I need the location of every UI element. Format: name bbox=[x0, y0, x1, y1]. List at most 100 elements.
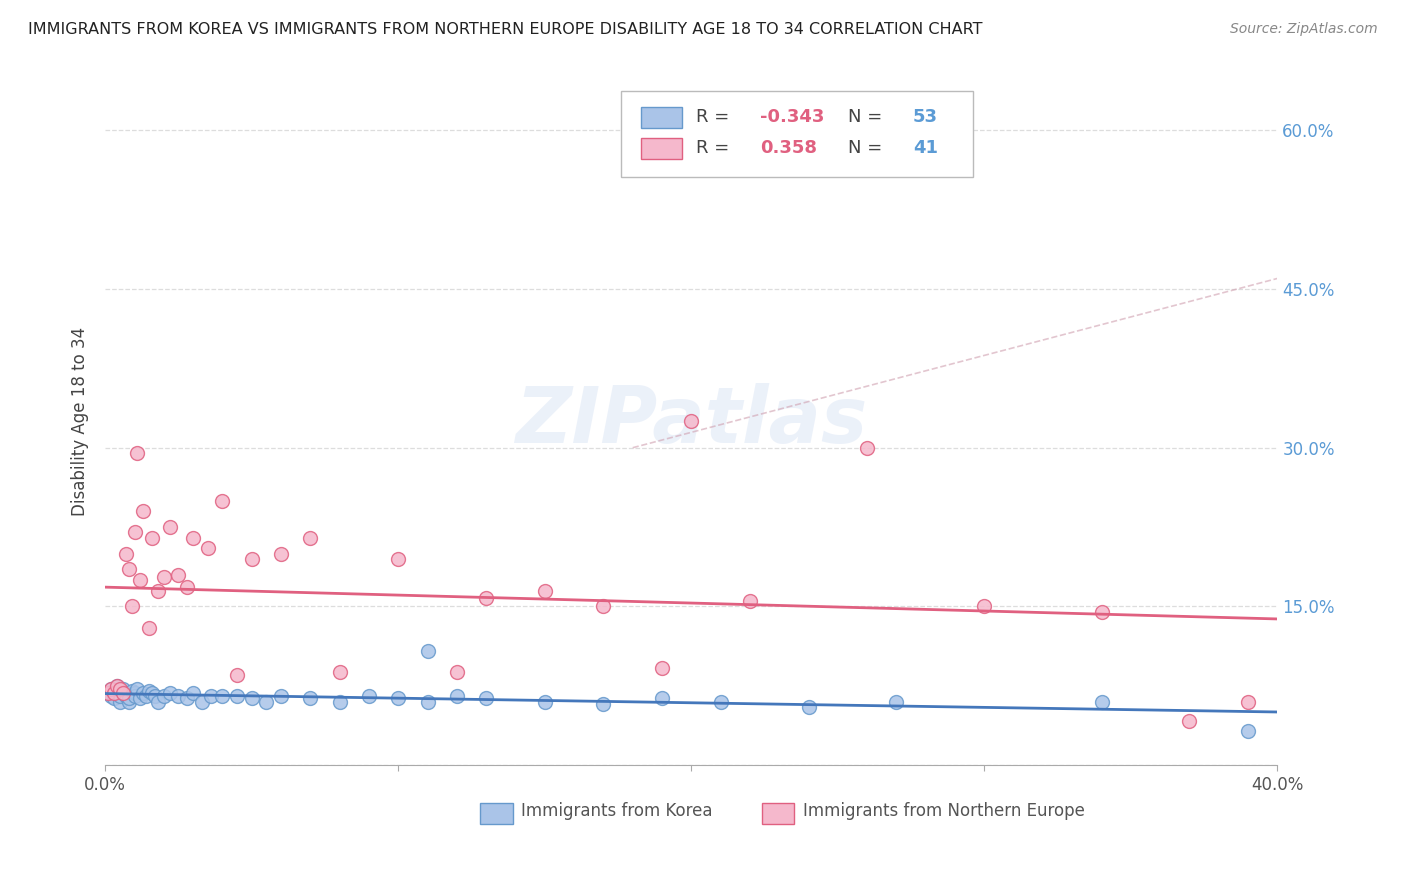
Point bbox=[299, 531, 322, 545]
Text: R =: R = bbox=[696, 139, 741, 157]
Point bbox=[100, 690, 122, 704]
Point bbox=[176, 580, 198, 594]
Point bbox=[127, 446, 149, 460]
Point bbox=[108, 681, 131, 696]
Text: Source: ZipAtlas.com: Source: ZipAtlas.com bbox=[1230, 22, 1378, 37]
Point bbox=[111, 681, 134, 696]
Point bbox=[533, 583, 555, 598]
Point bbox=[710, 695, 733, 709]
Point bbox=[416, 644, 439, 658]
Point bbox=[129, 691, 152, 706]
Point bbox=[211, 493, 233, 508]
Point bbox=[132, 504, 155, 518]
Text: 0.358: 0.358 bbox=[761, 139, 817, 157]
Text: Immigrants from Northern Europe: Immigrants from Northern Europe bbox=[803, 802, 1084, 820]
Bar bbox=[481, 803, 513, 823]
Point bbox=[135, 690, 157, 704]
Point bbox=[299, 691, 322, 706]
Point bbox=[240, 551, 263, 566]
Point bbox=[141, 686, 163, 700]
Text: 41: 41 bbox=[912, 139, 938, 157]
Point bbox=[270, 547, 292, 561]
Point bbox=[111, 686, 134, 700]
Point bbox=[167, 690, 190, 704]
Point bbox=[270, 690, 292, 704]
Point bbox=[797, 700, 820, 714]
Point bbox=[100, 681, 122, 696]
Point bbox=[1090, 605, 1112, 619]
Point bbox=[254, 695, 277, 709]
Point bbox=[127, 681, 149, 696]
Point bbox=[114, 690, 136, 704]
Point bbox=[124, 690, 146, 704]
Point bbox=[226, 668, 249, 682]
Point bbox=[446, 665, 468, 679]
Point bbox=[167, 567, 190, 582]
Point bbox=[124, 525, 146, 540]
Point bbox=[681, 414, 703, 428]
Text: N =: N = bbox=[848, 108, 889, 127]
Point bbox=[533, 695, 555, 709]
Point bbox=[181, 686, 204, 700]
Text: -0.343: -0.343 bbox=[761, 108, 825, 127]
Text: IMMIGRANTS FROM KOREA VS IMMIGRANTS FROM NORTHERN EUROPE DISABILITY AGE 18 TO 34: IMMIGRANTS FROM KOREA VS IMMIGRANTS FROM… bbox=[28, 22, 983, 37]
Text: 53: 53 bbox=[912, 108, 938, 127]
Point bbox=[651, 661, 673, 675]
Text: R =: R = bbox=[696, 108, 735, 127]
Point bbox=[124, 686, 146, 700]
Point bbox=[240, 691, 263, 706]
Point bbox=[138, 621, 160, 635]
Point bbox=[105, 679, 128, 693]
Bar bbox=[641, 138, 682, 159]
Point bbox=[973, 599, 995, 614]
Point bbox=[416, 695, 439, 709]
Point bbox=[100, 681, 122, 696]
Point bbox=[103, 686, 125, 700]
Point bbox=[176, 691, 198, 706]
Point bbox=[129, 573, 152, 587]
Text: ZIPatlas: ZIPatlas bbox=[515, 384, 868, 459]
Point bbox=[105, 679, 128, 693]
Point bbox=[132, 686, 155, 700]
Point bbox=[886, 695, 908, 709]
Point bbox=[111, 686, 134, 700]
Point bbox=[181, 531, 204, 545]
Point bbox=[1178, 714, 1201, 728]
Point bbox=[856, 441, 879, 455]
Point bbox=[118, 695, 141, 709]
Text: Immigrants from Korea: Immigrants from Korea bbox=[522, 802, 713, 820]
Point bbox=[118, 562, 141, 576]
Point bbox=[1090, 695, 1112, 709]
Point bbox=[153, 570, 176, 584]
Point bbox=[446, 690, 468, 704]
Point bbox=[1237, 724, 1260, 739]
Text: N =: N = bbox=[848, 139, 889, 157]
Point bbox=[200, 690, 222, 704]
Point bbox=[118, 691, 141, 706]
Point bbox=[146, 695, 169, 709]
Point bbox=[197, 541, 219, 556]
Point bbox=[592, 697, 614, 711]
Point bbox=[138, 684, 160, 698]
Y-axis label: Disability Age 18 to 34: Disability Age 18 to 34 bbox=[72, 326, 89, 516]
Point bbox=[738, 594, 761, 608]
Point bbox=[226, 690, 249, 704]
Point bbox=[159, 520, 181, 534]
Point bbox=[387, 691, 409, 706]
Point bbox=[357, 690, 380, 704]
Point bbox=[329, 695, 352, 709]
Point bbox=[103, 684, 125, 698]
Point bbox=[191, 695, 214, 709]
Point bbox=[329, 665, 352, 679]
Point bbox=[475, 691, 498, 706]
Point bbox=[108, 690, 131, 704]
Point bbox=[592, 599, 614, 614]
Point bbox=[211, 690, 233, 704]
FancyBboxPatch shape bbox=[621, 91, 973, 178]
Point bbox=[475, 591, 498, 605]
Point bbox=[97, 686, 120, 700]
Point bbox=[1237, 695, 1260, 709]
Point bbox=[651, 691, 673, 706]
Point bbox=[97, 686, 120, 700]
Bar bbox=[762, 803, 794, 823]
